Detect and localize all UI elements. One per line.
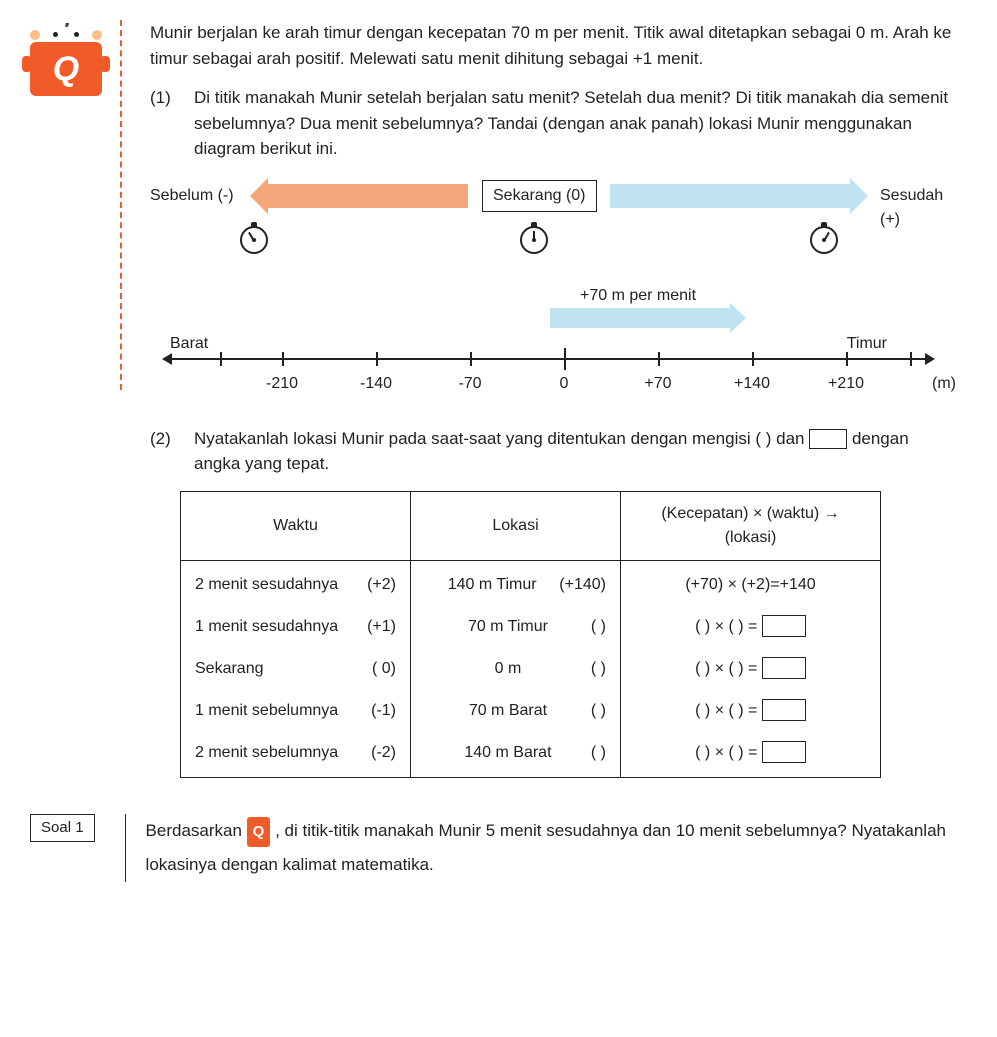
tick-p210: +210 <box>828 372 864 396</box>
tick-p70: +70 <box>644 372 671 396</box>
th-time: Waktu <box>181 491 411 560</box>
time-diagram: Sebelum (-) Sekarang (0) Sesudah (+) <box>150 180 957 270</box>
clock-before-icon <box>240 226 268 254</box>
q2-number: (2) <box>150 426 194 477</box>
q2-text-a: Nyatakanlah lokasi Munir pada saat-saat … <box>194 429 809 448</box>
question-2: (2) Nyatakanlah lokasi Munir pada saat-s… <box>150 426 957 477</box>
clock-now-icon <box>520 226 548 254</box>
soal-label: Soal 1 <box>30 814 95 843</box>
q2-text: Nyatakanlah lokasi Munir pada saat-saat … <box>194 426 957 477</box>
number-line: Barat Timur -210 -140 -70 0 +70 +140 +21… <box>150 332 957 402</box>
speed-arrow-row: +70 m per menit <box>150 288 957 328</box>
table-row-loc: 140 m Barat( ) <box>425 741 606 765</box>
table-row-calc: ( ) × ( ) = <box>635 699 866 723</box>
soal-text-a: Berdasarkan <box>146 821 247 840</box>
answer-box[interactable] <box>762 699 806 721</box>
table-row-time: 1 menit sesudahnya(+1) <box>195 615 396 639</box>
q1-text: Di titik manakah Munir setelah berjalan … <box>194 85 957 162</box>
dashed-divider <box>120 20 122 390</box>
speed-label: +70 m per menit <box>580 284 696 308</box>
table-row-time: 2 menit sesudahnya(+2) <box>195 573 396 597</box>
tick-n70: -70 <box>458 372 481 396</box>
table-row-calc: (+70) × (+2)=+140 <box>635 573 866 597</box>
table-row-loc: 0 m( ) <box>425 657 606 681</box>
tick-n140: -140 <box>360 372 392 396</box>
now-box: Sekarang (0) <box>482 180 597 212</box>
answer-box[interactable] <box>762 741 806 763</box>
intro-text: Munir berjalan ke arah timur dengan kece… <box>150 20 957 71</box>
arrow-after <box>610 184 850 208</box>
speed-arrow <box>550 308 730 328</box>
soal-1: Soal 1 Berdasarkan Q , di titik-titik ma… <box>30 814 957 882</box>
answer-box[interactable] <box>762 657 806 679</box>
table-row-time: 2 menit sebelumnya(-2) <box>195 741 396 765</box>
tick-n210: -210 <box>266 372 298 396</box>
question-1: (1) Di titik manakah Munir setelah berja… <box>150 85 957 162</box>
table-row-calc: ( ) × ( ) = <box>635 657 866 681</box>
after-label: Sesudah (+) <box>880 184 957 232</box>
before-label: Sebelum (-) <box>150 184 234 208</box>
table-row-time: 1 menit sebelumnya(-1) <box>195 699 396 723</box>
th-calc: (Kecepatan) × (waktu) → (lokasi) <box>621 491 881 560</box>
tick-0: 0 <box>560 372 569 396</box>
q-mascot-icon: ′′′ Q <box>30 16 102 96</box>
table-row-loc: 140 m Timur(+140) <box>425 573 606 597</box>
th-location: Lokasi <box>411 491 621 560</box>
table-row-loc: 70 m Barat( ) <box>425 699 606 723</box>
table-row-loc: 70 m Timur( ) <box>425 615 606 639</box>
west-label: Barat <box>170 332 208 356</box>
tick-p140: +140 <box>734 372 770 396</box>
q1-number: (1) <box>150 85 194 162</box>
table-row-calc: ( ) × ( ) = <box>635 615 866 639</box>
clock-after-icon <box>810 226 838 254</box>
unit-m: (m) <box>932 372 956 396</box>
arrow-before <box>268 184 468 208</box>
answer-box[interactable] <box>762 615 806 637</box>
inline-answer-box[interactable] <box>809 429 847 449</box>
soal-text: Berdasarkan Q , di titik-titik manakah M… <box>125 814 957 882</box>
q-badge-icon: Q <box>247 817 271 847</box>
east-label: Timur <box>847 332 887 356</box>
table-row-calc: ( ) × ( ) = <box>635 741 866 765</box>
table-row-time: Sekarang( 0) <box>195 657 396 681</box>
location-table: Waktu Lokasi (Kecepatan) × (waktu) → (lo… <box>180 491 881 778</box>
